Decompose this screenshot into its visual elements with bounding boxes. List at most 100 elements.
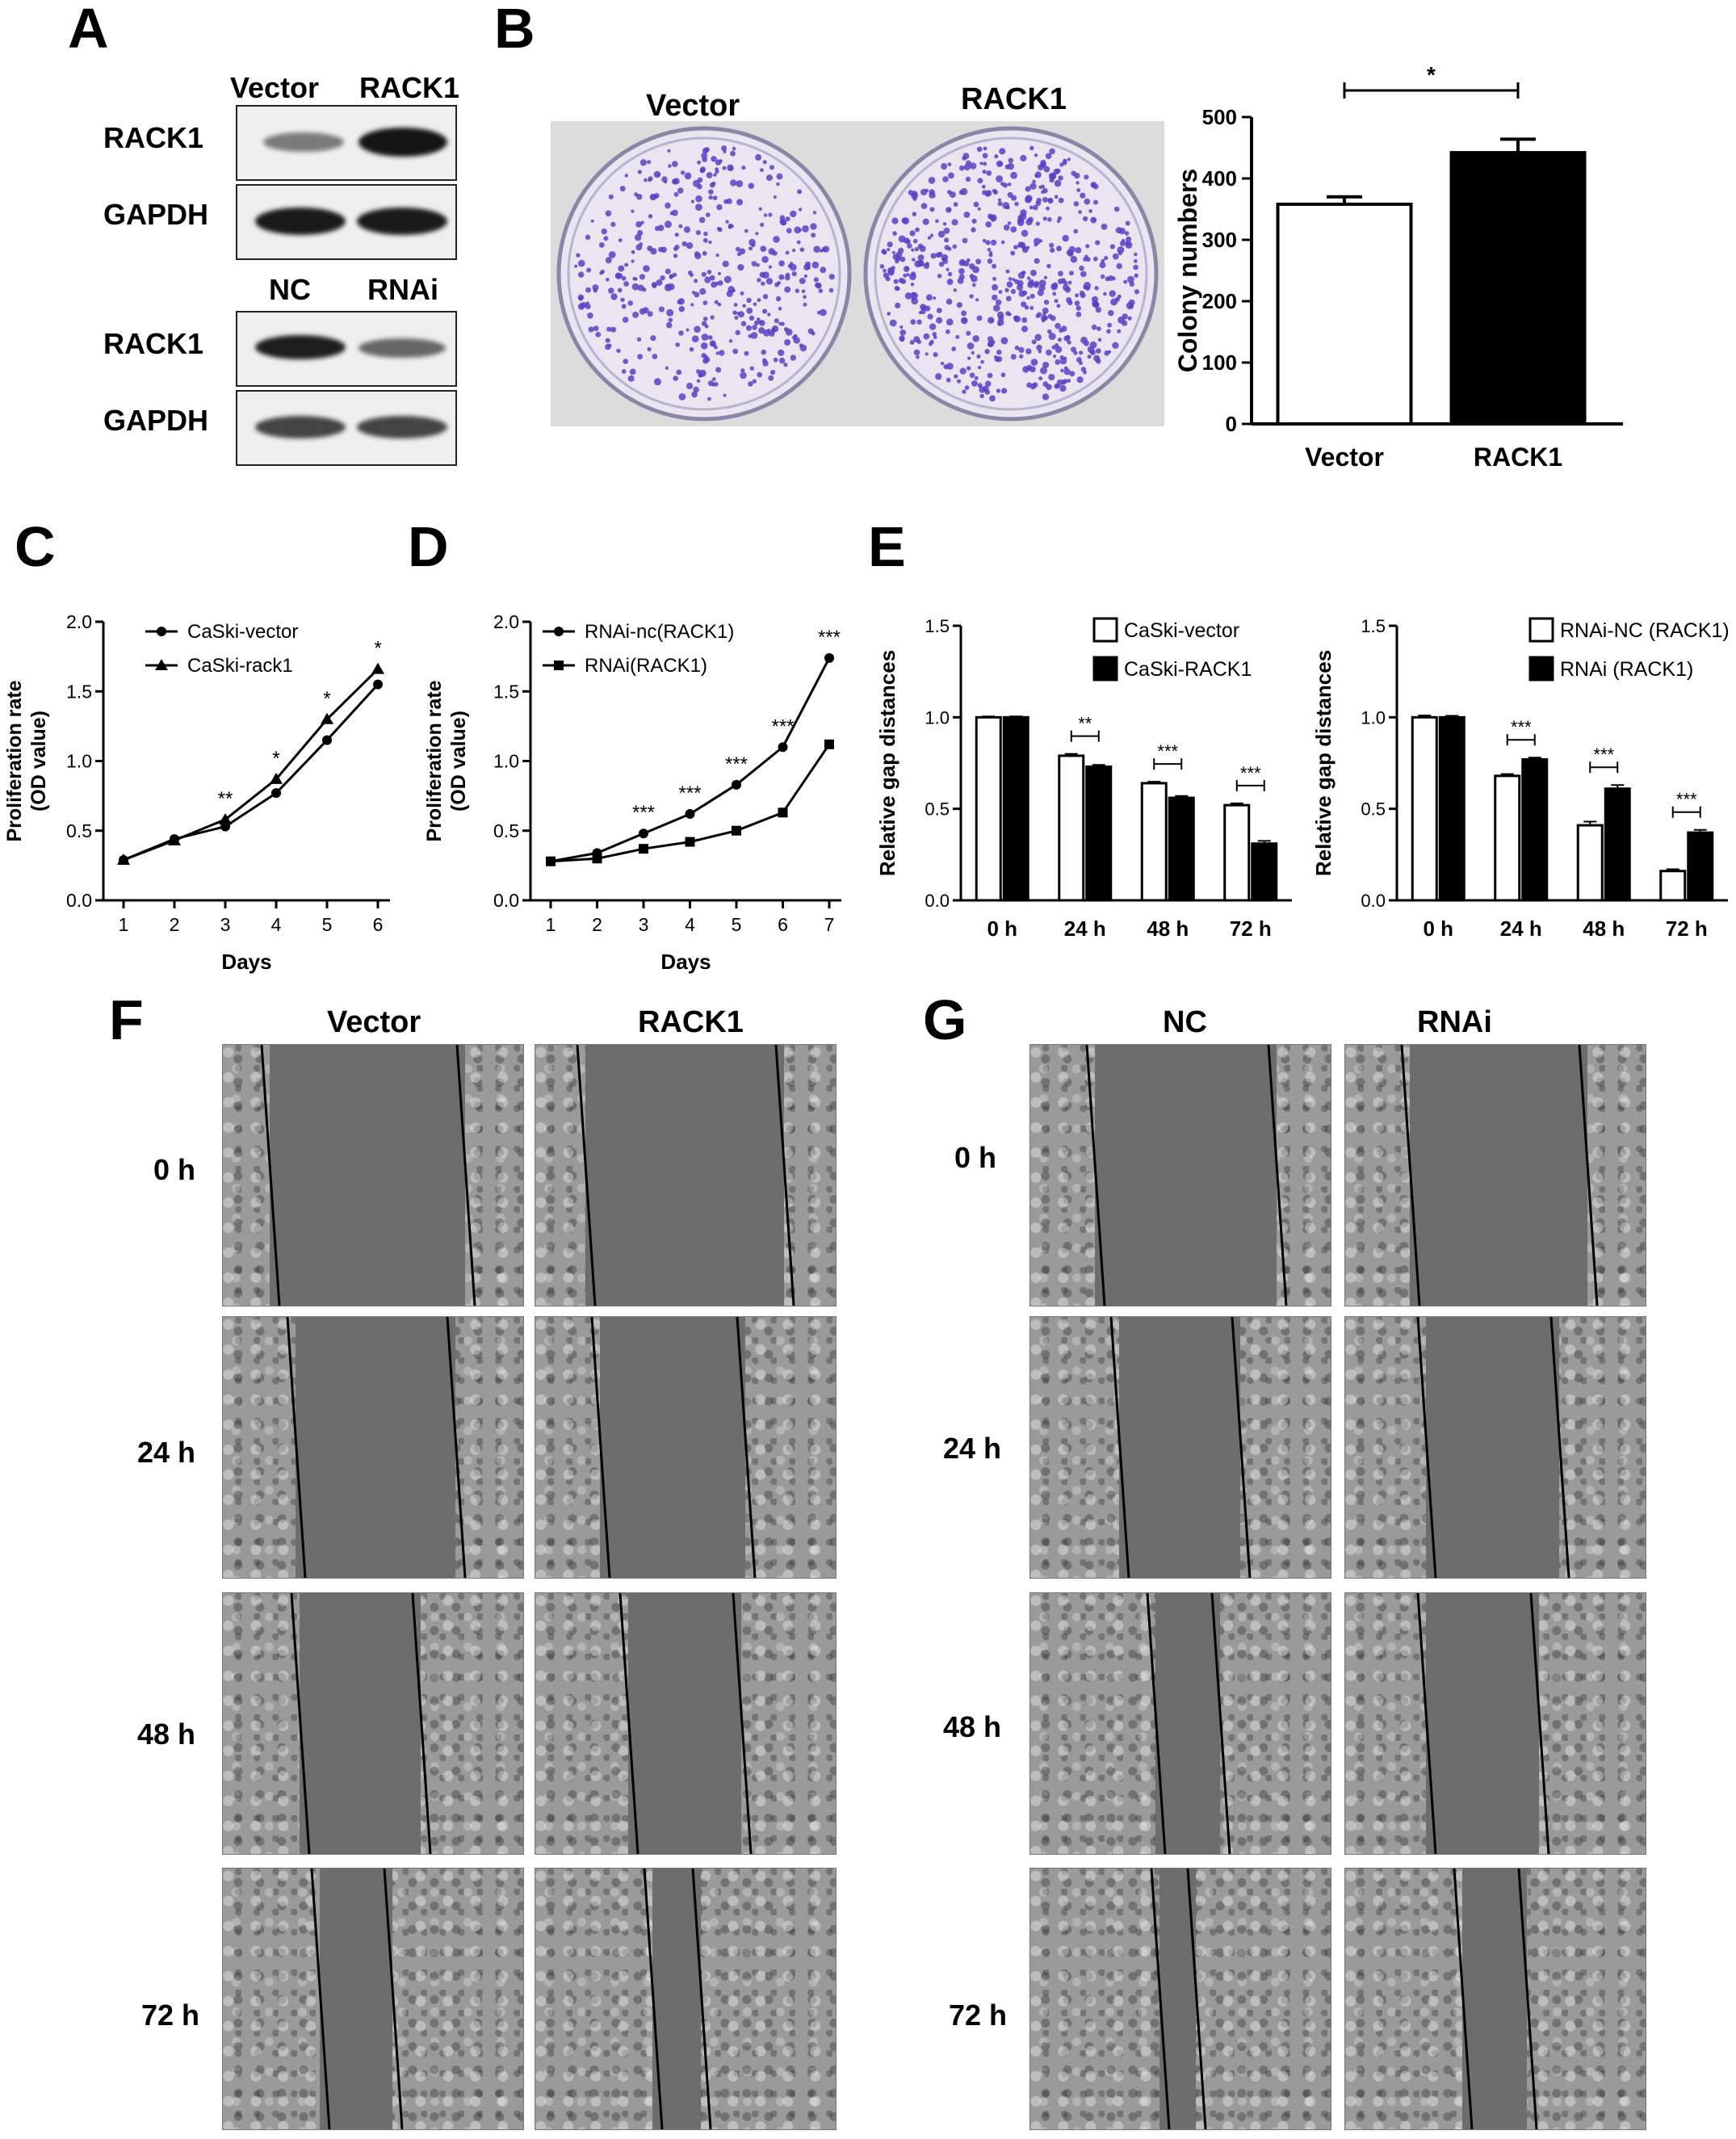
colony (672, 161, 678, 167)
wound-edge-line (1529, 1593, 1550, 1854)
wound-edge-line (1146, 1593, 1167, 1854)
colony (915, 227, 920, 233)
colony (1042, 381, 1049, 388)
colony (1003, 224, 1010, 231)
colony (887, 312, 891, 316)
colony (585, 234, 591, 240)
colony (708, 189, 714, 195)
colony (1058, 271, 1063, 277)
y-tick-label: 200 (1202, 289, 1237, 313)
colony (1075, 293, 1080, 298)
colony (1020, 154, 1027, 161)
colony (1079, 350, 1084, 355)
colony (1032, 179, 1036, 184)
data-point (824, 739, 834, 749)
wound-edge-line (619, 1593, 639, 1854)
y-axis-label: (OD value) (447, 711, 470, 812)
plate-label-rack1: RACK1 (961, 82, 1067, 116)
colony (650, 335, 656, 342)
x-tick-label: 5 (732, 914, 742, 935)
scratch-gap (1426, 1317, 1559, 1578)
wound-edge-line (1231, 1317, 1252, 1578)
colony (1043, 275, 1048, 279)
colony (903, 266, 910, 272)
colony (1034, 333, 1042, 342)
colony (751, 242, 756, 248)
colony (686, 242, 694, 250)
colony (790, 354, 797, 361)
band (357, 416, 447, 438)
colony (703, 231, 708, 237)
colony (770, 370, 776, 375)
colony (1042, 196, 1048, 203)
colony (929, 233, 934, 237)
scratch-gap (600, 1317, 745, 1578)
colony (1034, 174, 1038, 178)
colony (618, 265, 625, 272)
colony (927, 313, 933, 320)
colony (1125, 241, 1133, 249)
significance-label: *** (1240, 763, 1261, 783)
micrograph (535, 1592, 837, 1855)
colony (695, 195, 702, 203)
colony (820, 266, 827, 274)
colony (946, 318, 954, 326)
colony (709, 182, 715, 188)
significance-label: *** (1593, 744, 1614, 765)
band (255, 335, 346, 359)
colony (621, 304, 627, 309)
scratch-edges (1150, 1868, 1207, 2129)
micrograph (1344, 1316, 1646, 1579)
row-label-0h: 0 h (153, 1153, 196, 1186)
colony (946, 377, 951, 383)
bar (1085, 765, 1113, 902)
colony (735, 329, 740, 336)
colony (951, 219, 958, 226)
colony (996, 299, 1002, 306)
data-point (592, 854, 602, 864)
bar (1438, 715, 1466, 902)
wound-edge-line (1549, 1317, 1570, 1578)
colony (621, 275, 627, 281)
colony (696, 369, 701, 374)
row-label-rack1: RACK1 (103, 121, 204, 154)
colony (1029, 270, 1037, 276)
y-tick-label: 0.0 (1361, 891, 1386, 911)
colony (778, 274, 785, 280)
colony (1073, 229, 1079, 234)
colony (671, 209, 678, 216)
colony (1108, 309, 1114, 317)
wound-edge-line (286, 1317, 307, 1578)
colony (690, 303, 694, 307)
colony (943, 364, 949, 370)
colony (713, 173, 717, 177)
colony (769, 165, 774, 170)
colony (1053, 168, 1059, 175)
colony (577, 259, 585, 267)
colony (1046, 349, 1052, 356)
colony (1005, 269, 1010, 274)
x-tick-label: 5 (322, 914, 333, 935)
colony (963, 163, 971, 171)
y-axis-label: Colony numbers (1173, 169, 1202, 372)
colony (899, 256, 906, 262)
colony (756, 263, 760, 267)
colony (1099, 262, 1106, 269)
colony (1107, 350, 1112, 354)
colony (1088, 209, 1092, 213)
colony (1116, 262, 1122, 270)
colony (1133, 258, 1138, 263)
colony (816, 282, 822, 289)
colony (686, 382, 694, 390)
row-label-gapdh: GAPDH (103, 404, 209, 437)
colony (696, 379, 701, 384)
colony (1021, 317, 1028, 323)
colony (595, 331, 602, 338)
colony (946, 298, 953, 305)
scratch-gap (320, 1868, 392, 2129)
data-point (371, 662, 384, 674)
colony (758, 207, 762, 211)
data-point (155, 659, 168, 670)
data-point (554, 661, 564, 670)
colony (944, 237, 950, 243)
